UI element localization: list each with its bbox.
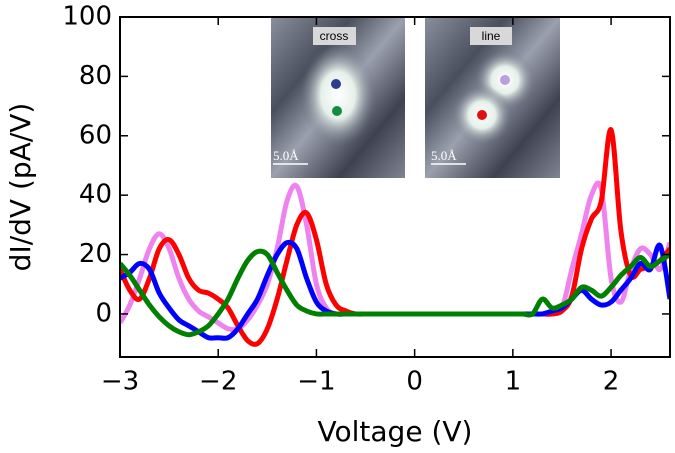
x-tick-label: −1 — [297, 367, 335, 397]
tip-dot — [332, 106, 342, 116]
y-tick-label: 0 — [95, 298, 112, 328]
x-axis-label: Voltage (V) — [318, 415, 473, 448]
inset-label-box — [313, 27, 356, 45]
x-tick-label: −3 — [101, 367, 139, 397]
plot-frame — [119, 16, 671, 358]
y-tick-label: 60 — [79, 120, 112, 150]
series-line — [120, 248, 670, 338]
y-tick-label: 40 — [79, 180, 112, 210]
series-line — [120, 180, 670, 333]
inset-blob — [300, 43, 376, 147]
plot-lines — [120, 127, 670, 347]
y-tick-label: 20 — [79, 239, 112, 269]
inset-line: line 5.0Å — [425, 17, 560, 178]
y-tick-label: 100 — [62, 2, 112, 32]
x-tick-label: 2 — [603, 367, 620, 397]
scale-label: 5.0Å — [273, 148, 299, 163]
scale-label: 5.0Å — [431, 148, 457, 163]
tip-dot — [331, 79, 341, 89]
x-tick-label: −2 — [199, 367, 237, 397]
tip-dot — [477, 110, 487, 120]
tip-dot — [500, 75, 510, 85]
inset-label-box — [470, 27, 512, 45]
y-axis-label: dI/dV (pA/V) — [4, 103, 37, 272]
x-tick-label: 0 — [406, 367, 423, 397]
inset-label: line — [482, 29, 501, 43]
inset-cross: cross 5.0Å — [271, 17, 405, 178]
y-tick-label: 80 — [79, 61, 112, 91]
inset-label: cross — [320, 29, 349, 43]
x-tick-label: 1 — [505, 367, 522, 397]
